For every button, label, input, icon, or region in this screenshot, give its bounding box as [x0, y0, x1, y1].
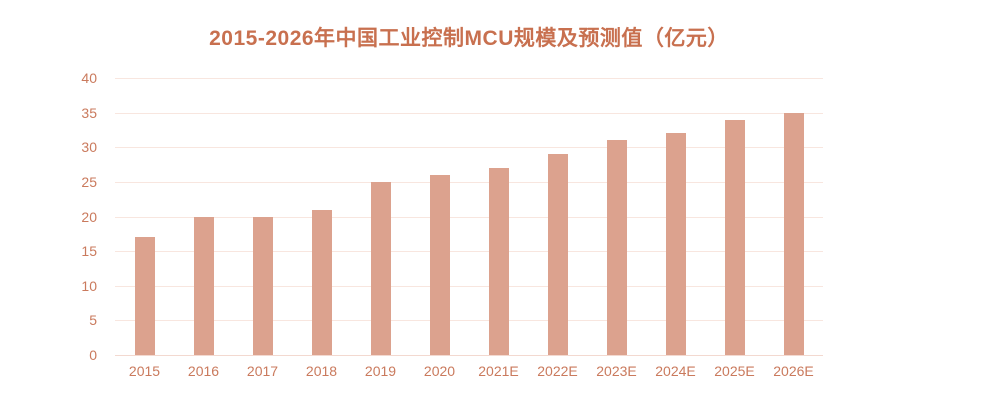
gridline — [115, 251, 823, 253]
x-tick-label: 2024E — [655, 363, 696, 379]
plot-area — [115, 78, 823, 356]
y-axis-labels: 0 5 10 15 20 25 30 35 40 — [50, 70, 105, 363]
x-tick-label: 2020 — [423, 363, 456, 379]
y-tick-label: 35 — [81, 104, 97, 121]
gridline — [115, 147, 823, 149]
x-tick-label: 2018 — [305, 363, 338, 379]
bar — [488, 168, 509, 355]
gridline — [115, 216, 823, 218]
y-tick-label: 40 — [81, 70, 97, 86]
x-tick-label: 2021E — [478, 363, 519, 379]
bar — [429, 174, 450, 355]
y-tick-label: 0 — [89, 347, 97, 363]
bar — [665, 133, 686, 355]
chart-title: 2015-2026年中国工业控制MCU规模及预测值（亿元） — [209, 27, 729, 50]
y-tick-label: 5 — [89, 312, 97, 329]
bar — [134, 237, 155, 355]
gridline — [115, 285, 823, 287]
x-axis-baseline — [115, 355, 823, 356]
x-tick-label: 2022E — [537, 363, 578, 379]
x-tick-label: 2023E — [596, 363, 637, 379]
bar — [606, 140, 627, 355]
bar — [783, 112, 804, 355]
bar — [252, 216, 273, 355]
bar — [370, 181, 391, 355]
x-tick-label: 2016 — [187, 363, 220, 379]
gridline — [115, 320, 823, 322]
bar — [724, 119, 745, 355]
y-tick-label: 15 — [81, 243, 97, 260]
gridline — [115, 112, 823, 114]
x-tick-label: 2025E — [714, 363, 755, 379]
x-tick-label: 2019 — [364, 363, 397, 379]
gridline — [115, 78, 823, 79]
y-tick-label: 25 — [81, 173, 97, 190]
gridline — [115, 181, 823, 183]
bar — [547, 154, 568, 355]
x-tick-label: 2017 — [246, 363, 279, 379]
bar — [193, 216, 214, 355]
x-tick-label: 2015 — [128, 363, 161, 379]
y-tick-label: 20 — [81, 208, 97, 225]
y-tick-label: 10 — [81, 277, 97, 294]
y-tick-label: 30 — [81, 139, 97, 156]
x-axis-labels: 2015 2016 2017 2018 2019 2020 2021E 2022E 2023E 2… — [115, 363, 823, 385]
bar — [311, 209, 332, 355]
x-tick-label: 2026E — [773, 363, 814, 379]
